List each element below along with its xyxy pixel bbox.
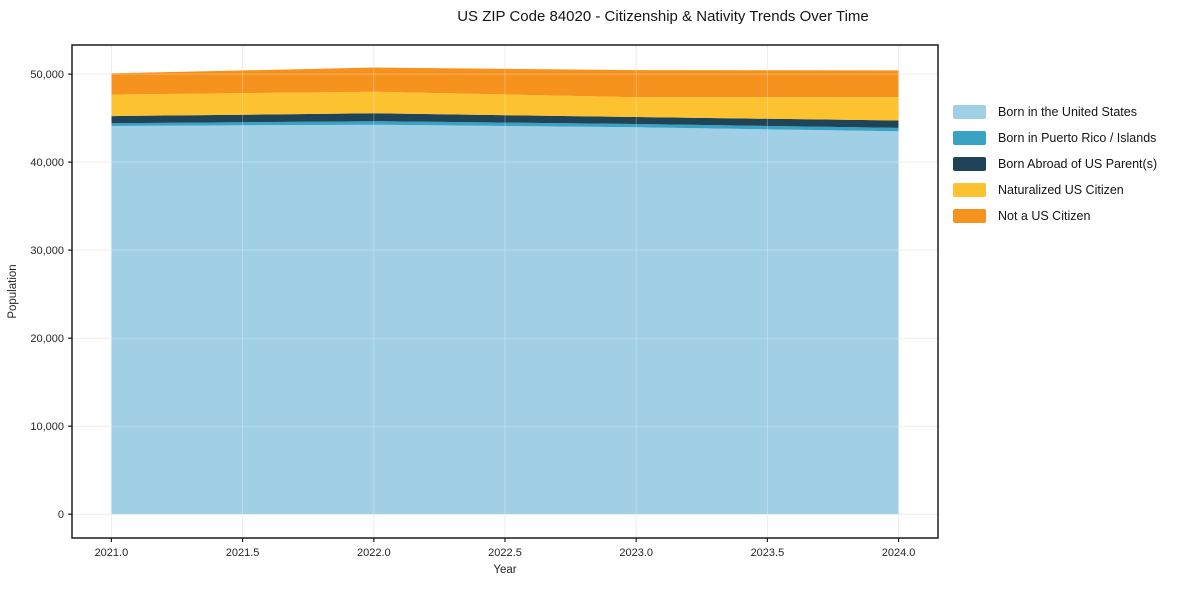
x-axis: 2021.0 2021.5 2022.0 2022.5 2023.0 2023.5 2024…: [95, 538, 916, 576]
area-naturalized-us-citizen: [111, 91, 899, 121]
area-born-abroad-of-us-parent-s-: [111, 113, 899, 128]
legend-label: Naturalized US Citizen: [998, 183, 1124, 197]
area-not-a-us-citizen: [111, 67, 899, 98]
area-series: [111, 67, 899, 515]
x-tick-label: 2024.0: [882, 547, 916, 559]
y-tick-label: 0: [58, 509, 64, 521]
legend-item-naturalized: Naturalized US Citizen: [953, 177, 1157, 203]
legend-swatch-icon: [953, 131, 986, 145]
legend-label: Born in the United States: [998, 105, 1137, 119]
legend-swatch-icon: [953, 105, 986, 119]
chart-title: US ZIP Code 84020 - Citizenship & Nativi…: [457, 8, 869, 25]
legend-item-born-abroad: Born Abroad of US Parent(s): [953, 151, 1157, 177]
legend-item-born-in-us: Born in the United States: [953, 99, 1157, 125]
legend-swatch-icon: [953, 183, 986, 197]
x-tick-label: 2023.5: [751, 547, 785, 559]
x-tick-label: 2022.5: [488, 547, 522, 559]
x-tick-label: 2021.5: [226, 547, 260, 559]
x-axis-label: Year: [493, 564, 516, 576]
x-tick-label: 2021.0: [95, 547, 129, 559]
legend-label: Not a US Citizen: [998, 209, 1091, 223]
y-tick-label: 50,000: [30, 69, 64, 81]
gridlines-overlay: [72, 45, 938, 538]
legend-swatch-icon: [953, 209, 986, 223]
y-tick-label: 20,000: [30, 333, 64, 345]
x-tick-label: 2022.0: [357, 547, 391, 559]
y-axis-label: Population: [7, 264, 19, 318]
legend-item-not-citizen: Not a US Citizen: [953, 203, 1157, 229]
legend-swatch-icon: [953, 157, 986, 171]
legend-item-puerto-rico-islands: Born in Puerto Rico / Islands: [953, 125, 1157, 151]
legend-label: Born in Puerto Rico / Islands: [998, 131, 1157, 145]
y-tick-label: 10,000: [30, 421, 64, 433]
chart-legend: Born in the United States Born in Puerto…: [953, 99, 1157, 229]
area-born-in-puerto-rico-islands: [111, 121, 899, 132]
y-axis: 0 10,000 20,000 30,000 40,000 50,000 Populatio…: [7, 69, 72, 521]
y-tick-label: 40,000: [30, 157, 64, 169]
legend-label: Born Abroad of US Parent(s): [998, 157, 1158, 171]
area-born-in-the-united-states: [111, 124, 899, 515]
x-tick-label: 2023.0: [619, 547, 653, 559]
y-tick-label: 30,000: [30, 245, 64, 257]
